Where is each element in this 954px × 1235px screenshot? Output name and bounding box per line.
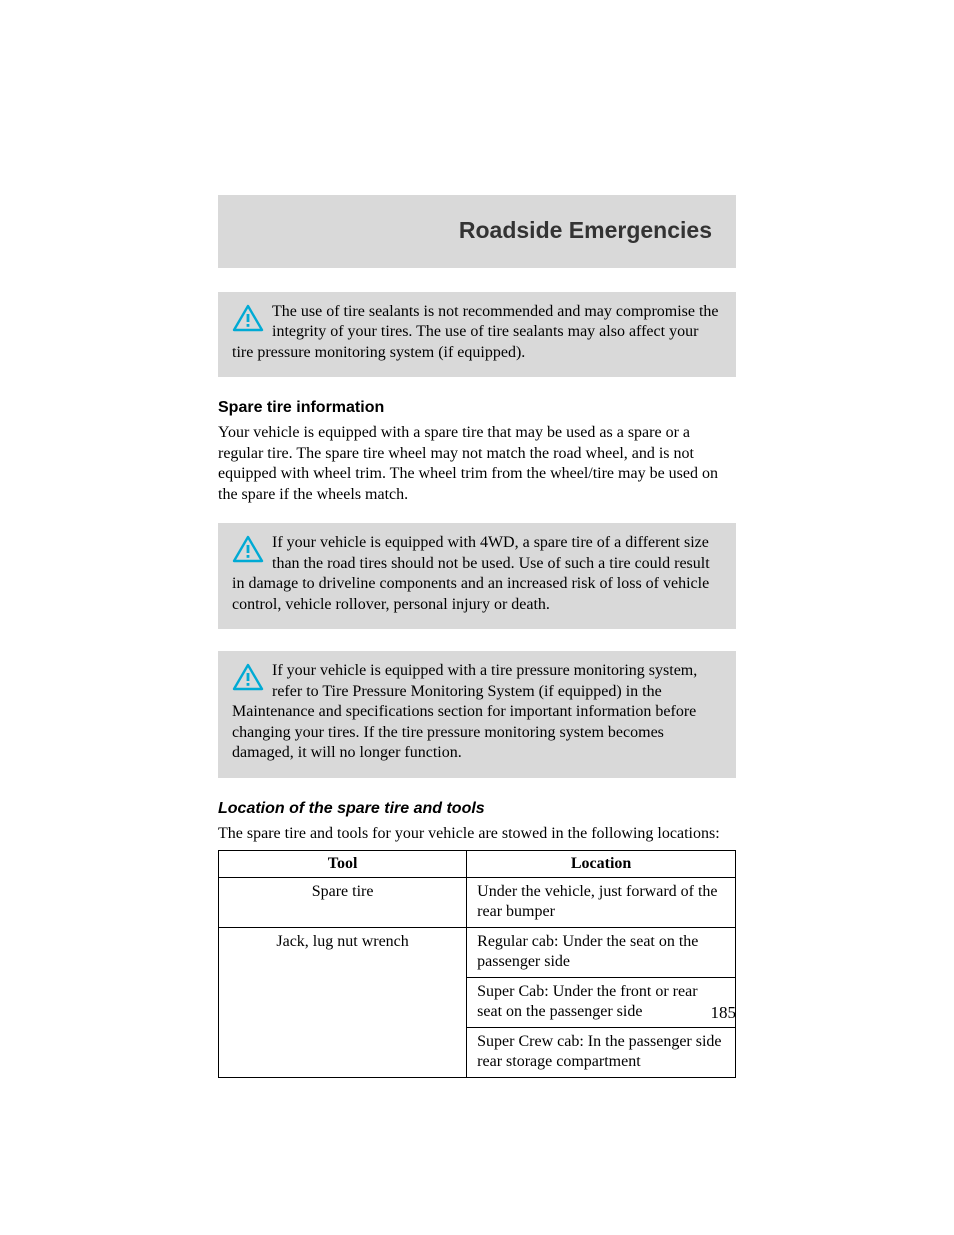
warning-box-sealants: The use of tire sealants is not recommen…	[218, 292, 736, 377]
body-text-location: The spare tire and tools for your vehicl…	[218, 824, 736, 844]
section-heading-spare-tire: Spare tire information	[218, 399, 736, 417]
warning-text: The use of tire sealants is not recommen…	[232, 302, 722, 363]
table-cell-tool: Spare tire	[219, 877, 467, 927]
table-cell-location: Super Crew cab: In the passenger side re…	[467, 1027, 736, 1077]
section-heading-location: Location of the spare tire and tools	[218, 800, 736, 818]
table-row: Spare tire Under the vehicle, just forwa…	[219, 877, 736, 927]
table-header-location: Location	[467, 850, 736, 877]
warning-box-4wd: If your vehicle is equipped with 4WD, a …	[218, 523, 736, 629]
warning-text: If your vehicle is equipped with a tire …	[232, 661, 722, 763]
table-cell-location: Under the vehicle, just forward of the r…	[467, 877, 736, 927]
table-header-tool: Tool	[219, 850, 467, 877]
table-cell-location: Super Cab: Under the front or rear seat …	[467, 977, 736, 1027]
page-title: Roadside Emergencies	[242, 217, 712, 244]
warning-box-tpms: If your vehicle is equipped with a tire …	[218, 651, 736, 777]
table-row: Jack, lug nut wrench Regular cab: Under …	[219, 927, 736, 977]
document-page: Roadside Emergencies The use of tire sea…	[0, 0, 954, 1078]
header-bar: Roadside Emergencies	[218, 195, 736, 268]
tools-location-table: Tool Location Spare tire Under the vehic…	[218, 850, 736, 1078]
warning-icon	[232, 663, 264, 696]
body-text-spare-tire: Your vehicle is equipped with a spare ti…	[218, 423, 736, 505]
warning-text: If your vehicle is equipped with 4WD, a …	[232, 533, 722, 615]
table-cell-tool: Jack, lug nut wrench	[219, 927, 467, 1077]
warning-icon	[232, 535, 264, 568]
warning-icon	[232, 304, 264, 337]
table-header-row: Tool Location	[219, 850, 736, 877]
page-number: 185	[711, 1003, 737, 1023]
table-cell-location: Regular cab: Under the seat on the passe…	[467, 927, 736, 977]
